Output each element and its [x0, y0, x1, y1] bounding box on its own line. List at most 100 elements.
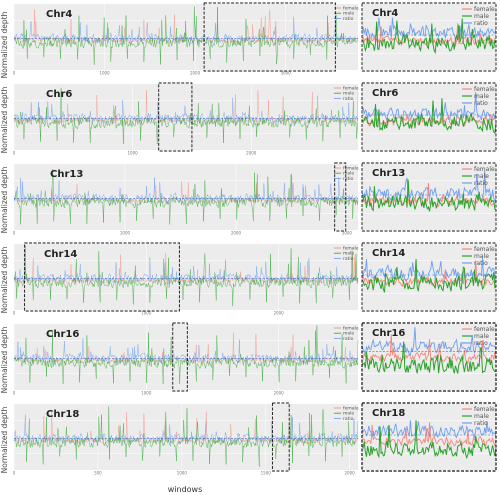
series-female-line [13, 90, 359, 125]
y-axis-label: Normalized depth [0, 11, 9, 78]
x-axis-label: windows [168, 485, 203, 494]
highlight-window-box [271, 402, 290, 472]
zoom-chromosome-label: Chr16 [372, 328, 405, 339]
x-tick-label: 2000 [190, 71, 201, 76]
legend-label-female: female [343, 406, 359, 412]
series-male-line [13, 244, 359, 307]
legend-label-female: female [343, 86, 359, 92]
x-tick-label: 0 [13, 391, 16, 396]
zoom-panel-frame [361, 162, 497, 232]
zoom-series-male-line [361, 259, 497, 293]
zoom-legend-label-ratio: ratio [474, 20, 488, 27]
zoom-legend-label-female: female [474, 166, 495, 173]
zoom-panel-frame [361, 242, 497, 312]
x-tick-label: 0 [13, 151, 16, 156]
x-tick-label: 2000 [345, 471, 356, 476]
legend-label-female: female [343, 326, 359, 332]
zoom-legend-label-male: male [474, 13, 489, 20]
series-male-line [13, 6, 359, 65]
highlight-window-box [24, 242, 180, 312]
highlight-window-box [334, 162, 347, 232]
zoom-legend-label-female: female [474, 246, 495, 253]
x-tick-label: 2000 [231, 231, 242, 236]
legend-label-male: male [343, 171, 354, 177]
zoom-series-ratio-line [361, 17, 497, 43]
x-tick-label: 500 [94, 471, 102, 476]
zoom-legend-label-male: male [474, 253, 489, 260]
x-tick-label: 0 [13, 231, 16, 236]
chart-row-chr4: Normalized depth 0 1000 2000 3000 Chr4 femalem… [0, 2, 497, 78]
series-ratio-line [13, 338, 359, 365]
x-tick-label: 0 [13, 71, 16, 76]
zoom-series-female-line [361, 422, 497, 447]
x-tick-label: 3000 [280, 71, 291, 76]
zoom-legend-label-female: female [474, 326, 495, 333]
chromosome-label: Chr13 [50, 169, 83, 180]
zoom-chromosome-label: Chr18 [372, 408, 405, 419]
legend-label-male: male [343, 251, 354, 257]
legend-label-ratio: ratio [343, 176, 354, 182]
legend-label-ratio: ratio [343, 96, 354, 102]
zoom-legend-label-male: male [474, 333, 489, 340]
x-tick-label: 2000 [246, 151, 257, 156]
y-axis-label: Normalized depth [0, 86, 9, 153]
legend-label-male: male [343, 411, 354, 417]
zoom-series-ratio-line [361, 257, 497, 282]
y-axis-label: Normalized depth [0, 166, 9, 233]
zoom-panel-frame [361, 402, 497, 472]
zoom-legend-label-ratio: ratio [474, 420, 488, 427]
zoom-series-male-line [361, 98, 497, 135]
legend-label-ratio: ratio [343, 416, 354, 422]
x-tick-label: 1000 [99, 71, 110, 76]
x-tick-label: 1000 [141, 311, 152, 316]
legend-label-female: female [343, 246, 359, 252]
zoom-series-male-line [361, 420, 497, 460]
x-tick-label: 1000 [120, 231, 131, 236]
zoom-legend-label-male: male [474, 413, 489, 420]
series-ratio-line [13, 97, 359, 125]
zoom-series-female-line [361, 183, 497, 207]
chromosome-label: Chr16 [46, 329, 79, 340]
series-female-line [13, 173, 359, 205]
zoom-series-female-line [361, 334, 497, 365]
zoom-chromosome-label: Chr4 [372, 8, 398, 19]
series-male-line [13, 87, 359, 145]
zoom-series-male-line [361, 18, 497, 55]
y-axis-label: Normalized depth [0, 406, 9, 473]
chromosome-label: Chr14 [44, 249, 77, 260]
x-tick-label: 0 [13, 471, 16, 476]
highlight-window-box [158, 82, 193, 152]
chart-row-chr18: Normalized depth 0 500 1000 1500 2000 Chr18 fem… [0, 402, 497, 476]
zoom-legend-label-ratio: ratio [474, 340, 488, 347]
zoom-legend-label-ratio: ratio [474, 180, 488, 187]
zoom-panel-frame [361, 322, 497, 392]
highlight-window-box [203, 2, 336, 72]
zoom-chromosome-label: Chr13 [372, 168, 405, 179]
x-tick-label: 0 [13, 311, 16, 316]
zoom-panel-frame [361, 2, 497, 72]
chromosome-label: Chr18 [46, 409, 79, 420]
legend-label-ratio: ratio [343, 336, 354, 342]
y-axis-label: Normalized depth [0, 246, 9, 313]
zoom-panel-frame [361, 82, 497, 152]
zoom-legend-label-male: male [474, 173, 489, 180]
legend-label-ratio: ratio [343, 256, 354, 262]
legend-label-ratio: ratio [343, 16, 354, 22]
series-male-line [13, 169, 359, 225]
x-tick-label: 1500 [261, 471, 272, 476]
chromosome-label: Chr6 [46, 89, 72, 100]
legend-label-male: male [343, 91, 354, 97]
zoom-legend-label-female: female [474, 86, 495, 93]
x-tick-label: 1000 [141, 391, 152, 396]
x-tick-label: 2000 [274, 311, 285, 316]
zoom-legend-label-ratio: ratio [474, 100, 488, 107]
legend-label-male: male [343, 331, 354, 337]
zoom-legend-label-female: female [474, 6, 495, 13]
zoom-legend-label-ratio: ratio [474, 260, 488, 267]
zoom-chromosome-label: Chr14 [372, 248, 405, 259]
